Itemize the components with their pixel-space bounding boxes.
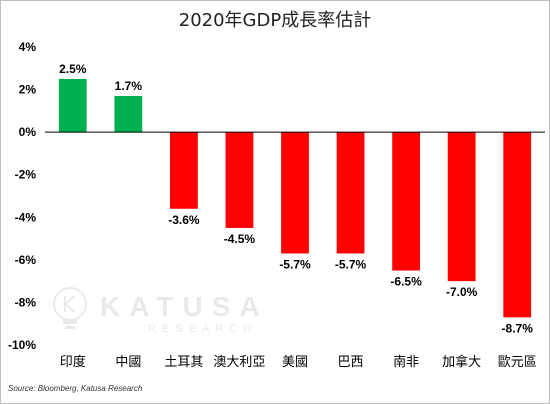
- y-axis-ticks: 4% 2% 0% -2% -4% -6% -8% -10%: [8, 40, 36, 352]
- y-tick-label: 0%: [19, 125, 37, 139]
- bar: [225, 132, 254, 228]
- bar: [58, 78, 87, 133]
- bar: [447, 132, 476, 282]
- bar: [336, 132, 365, 254]
- y-tick-label: -6%: [15, 253, 37, 267]
- data-labels: 2.5% 1.7% -3.6% -4.5% -5.7% -5.7% -6.5% -7.0% -8…: [59, 62, 533, 335]
- y-tick-label: -8%: [15, 295, 37, 309]
- data-label: 2.5%: [59, 62, 87, 76]
- bar-series: [58, 78, 532, 318]
- bar: [503, 132, 532, 318]
- data-label: -4.5%: [224, 232, 256, 246]
- bar: [114, 95, 143, 133]
- x-axis-categories: 印度 中國 土耳其 澳大利亞 美國 巴西 南非 加拿大 歐元區: [60, 354, 537, 370]
- category-label: 歐元區: [498, 355, 537, 370]
- y-tick-label: 4%: [19, 40, 37, 54]
- bar: [392, 132, 420, 271]
- category-label: 加拿大: [442, 354, 481, 370]
- category-label: 中國: [115, 355, 141, 370]
- category-label: 巴西: [338, 355, 364, 370]
- lightbulb-k-icon: KATUSA RESEARCH: [53, 287, 268, 335]
- bar: [170, 132, 198, 209]
- chart-title: 2020年GDP成長率估計: [178, 10, 372, 31]
- katusa-watermark: KATUSA RESEARCH: [48, 282, 268, 347]
- category-label: 南非: [393, 354, 419, 370]
- data-label: -7.0%: [446, 285, 478, 299]
- data-label: -3.6%: [168, 213, 200, 227]
- data-label: -5.7%: [335, 257, 367, 271]
- y-tick-label: -2%: [15, 168, 37, 182]
- source-note: Source: Bloomberg, Katusa Research: [8, 384, 143, 393]
- data-label: -8.7%: [502, 321, 534, 335]
- y-tick-label: -4%: [15, 210, 37, 224]
- category-label: 美國: [282, 355, 308, 370]
- bar: [281, 132, 309, 254]
- data-label: -6.5%: [390, 275, 422, 289]
- data-label: 1.7%: [115, 79, 143, 93]
- watermark-brand: KATUSA: [100, 291, 268, 322]
- category-label: 土耳其: [164, 355, 203, 370]
- data-label: -5.7%: [279, 257, 311, 271]
- category-label: 澳大利亞: [213, 354, 265, 370]
- watermark-sub: RESEARCH: [148, 323, 257, 335]
- y-tick-label: 2%: [19, 83, 37, 97]
- category-label: 印度: [60, 354, 86, 370]
- y-tick-label: -10%: [8, 338, 36, 352]
